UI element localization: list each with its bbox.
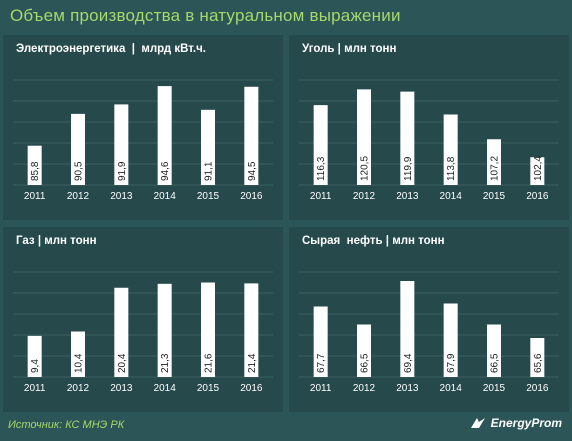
energyprom-logo: EnergyProm [469,416,562,430]
data-label: 94,6 [160,161,171,181]
category-label: 2012 [67,191,90,202]
chart-title: Электроэнергетика | млрд кВт.ч. [16,43,206,55]
bar [157,86,172,185]
chart-title: Газ | млн тонн [16,235,97,247]
data-label: 21,3 [160,353,171,373]
bar [114,104,129,185]
bar [487,324,501,377]
data-label: 67,7 [316,353,327,373]
category-label: 2015 [483,383,506,394]
category-label: 2011 [310,191,332,202]
data-label: 102,4 [533,156,544,181]
bar [27,145,42,185]
bar [201,282,215,377]
data-label: 90,5 [74,161,85,181]
data-label: 94,5 [247,161,258,181]
category-label: 2011 [24,383,46,394]
data-label: 10,4 [74,353,85,373]
bar [400,91,415,185]
chart-title: Сырая нефть | млн тонн [302,235,445,247]
category-label: 2016 [240,383,263,394]
data-label: 107,2 [490,156,501,181]
bar [27,335,42,377]
category-label: 2012 [353,191,376,202]
chart-panel-electricity: Электроэнергетика | млрд кВт.ч. 85,8 2011… [3,35,283,220]
bar-chart: 116,3 2011 120,5 2012 119,9 2013 113,8 2014 107,… [299,79,559,202]
bar [357,89,371,185]
bar [71,331,85,377]
bar [530,338,545,377]
category-label: 2012 [67,383,90,394]
data-label: 91,9 [117,161,128,181]
bar [157,283,172,377]
bar-chart: 85,8 2011 90,5 2012 91,9 2013 94,6 2014 91,1 2015… [13,79,273,202]
logo-icon [470,418,485,428]
data-label: 91,1 [204,161,215,181]
category-label: 2011 [310,383,332,394]
data-label: 21,6 [204,353,215,373]
category-label: 2013 [396,383,419,394]
chart-title: Уголь | млн тонн [302,43,397,55]
bar [201,109,215,185]
data-label: 116,3 [316,156,327,181]
chart-panel-oil: Сырая нефть | млн тонн 67,7 2011 66,5 2012 6… [289,227,569,412]
data-label: 113,8 [446,156,457,181]
bar [313,306,328,377]
bar [530,157,545,185]
data-label: 67,9 [446,353,457,373]
logo-text: EnergyProm [490,416,562,430]
data-label: 69,4 [403,353,414,373]
data-label: 66,5 [360,353,371,373]
category-label: 2014 [154,383,177,394]
category-label: 2016 [526,191,549,202]
chart-panel-gas: Газ | млн тонн 9,4 2011 10,4 2012 20,4 2013 21… [3,227,283,412]
bar-chart: 67,7 2011 66,5 2012 69,4 2013 67,9 2014 66,5 2015… [299,271,559,394]
data-label: 85,8 [30,161,41,181]
bar [71,113,85,185]
bar [244,86,259,185]
data-label: 21,4 [247,353,258,373]
category-label: 2011 [24,191,46,202]
bar-chart: 9,4 2011 10,4 2012 20,4 2013 21,3 2014 21,6 2015 2… [13,271,273,394]
bar [357,324,371,377]
category-label: 2016 [526,383,549,394]
data-label: 119,9 [403,156,414,181]
category-label: 2013 [396,191,419,202]
category-label: 2015 [197,383,220,394]
data-label: 65,6 [533,353,544,373]
category-label: 2015 [483,191,506,202]
category-label: 2015 [197,191,220,202]
bar [313,105,328,185]
category-label: 2013 [110,383,133,394]
bar [443,303,458,377]
source-note: Источник: КС МНЭ РК [8,419,125,431]
bar [443,114,458,185]
bar [400,281,415,377]
data-label: 66,5 [490,353,501,373]
chart-panel-coal: Уголь | млн тонн 116,3 2011 120,5 2012 119,9… [289,35,569,220]
data-label: 120,5 [360,156,371,181]
bar [244,283,259,377]
category-label: 2016 [240,191,263,202]
category-label: 2014 [154,191,177,202]
category-label: 2014 [440,383,463,394]
page-title: Объем производства в натуральном выражен… [10,6,401,25]
category-label: 2014 [440,191,463,202]
bar [487,139,501,185]
data-label: 20,4 [117,353,128,373]
category-label: 2013 [110,191,133,202]
data-label: 9,4 [30,359,41,373]
bar [114,287,129,377]
category-label: 2012 [353,383,376,394]
